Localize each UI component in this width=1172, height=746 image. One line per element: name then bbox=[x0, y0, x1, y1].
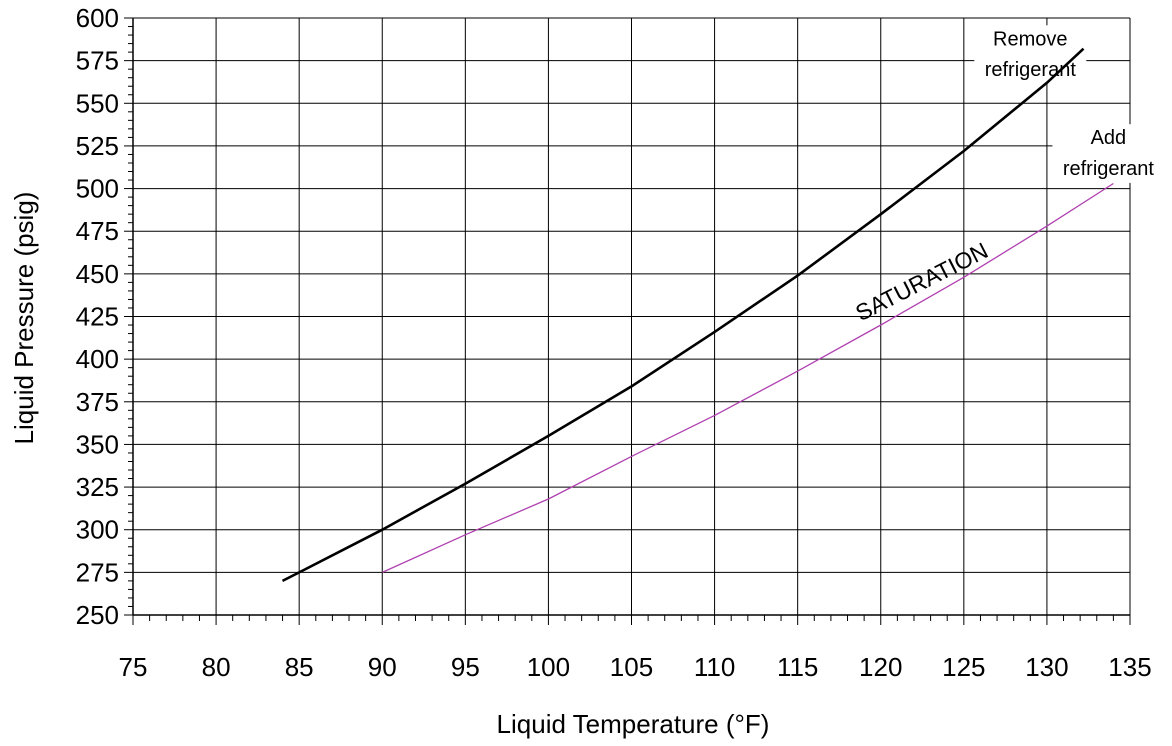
y-tick-label: 550 bbox=[76, 88, 119, 118]
x-tick-label: 100 bbox=[527, 652, 570, 682]
y-tick-label: 300 bbox=[76, 515, 119, 545]
y-tick-label: 450 bbox=[76, 259, 119, 289]
y-tick-label: 425 bbox=[76, 302, 119, 332]
x-tick-label: 120 bbox=[859, 652, 902, 682]
annotation-mask bbox=[1052, 124, 1165, 183]
x-tick-label: 130 bbox=[1025, 652, 1068, 682]
saturation-label: SATURATION bbox=[851, 237, 992, 326]
x-tick-label: 125 bbox=[942, 652, 985, 682]
y-axis-title: Liquid Pressure (psig) bbox=[9, 192, 39, 445]
annotation-remove-refrigerant: refrigerant bbox=[985, 59, 1077, 81]
y-tick-label: 575 bbox=[76, 46, 119, 76]
x-tick-label: 95 bbox=[451, 652, 480, 682]
y-tick-label: 600 bbox=[76, 3, 119, 33]
x-axis-title: Liquid Temperature (°F) bbox=[497, 709, 770, 739]
y-tick-label: 250 bbox=[76, 600, 119, 630]
annotations: Remove refrigerant Add refrigerant SATUR… bbox=[851, 28, 1154, 326]
axes bbox=[124, 17, 1131, 625]
y-tick-label: 325 bbox=[76, 472, 119, 502]
y-tick-label: 400 bbox=[76, 344, 119, 374]
y-tick-label: 525 bbox=[76, 131, 119, 161]
y-tick-label: 275 bbox=[76, 557, 119, 587]
annotation-add-refrigerant: refrigerant bbox=[1063, 158, 1155, 180]
y-tick-label: 350 bbox=[76, 429, 119, 459]
y-tick-label: 500 bbox=[76, 174, 119, 204]
x-tick-label: 85 bbox=[285, 652, 314, 682]
annotation-mask bbox=[974, 25, 1087, 84]
series bbox=[281, 47, 1114, 583]
y-tick-label: 475 bbox=[76, 216, 119, 246]
y-tick-label: 375 bbox=[76, 387, 119, 417]
x-tick-label: 80 bbox=[202, 652, 231, 682]
annotation-add: Add bbox=[1091, 127, 1127, 149]
series-line-saturation bbox=[382, 182, 1114, 573]
x-tick-label: 135 bbox=[1108, 652, 1151, 682]
annotation-remove: Remove bbox=[993, 28, 1067, 50]
grid bbox=[133, 17, 1165, 615]
x-tick-label: 105 bbox=[610, 652, 653, 682]
x-tick-label: 110 bbox=[694, 652, 735, 682]
series-line-charge bbox=[281, 47, 1085, 583]
x-tick-label: 75 bbox=[119, 652, 148, 682]
tick-labels: 250 275 300 325 350 375 400 425 450 475 500 525 550 5… bbox=[76, 3, 1152, 682]
x-tick-label: 115 bbox=[777, 652, 818, 682]
x-tick-label: 90 bbox=[368, 652, 397, 682]
